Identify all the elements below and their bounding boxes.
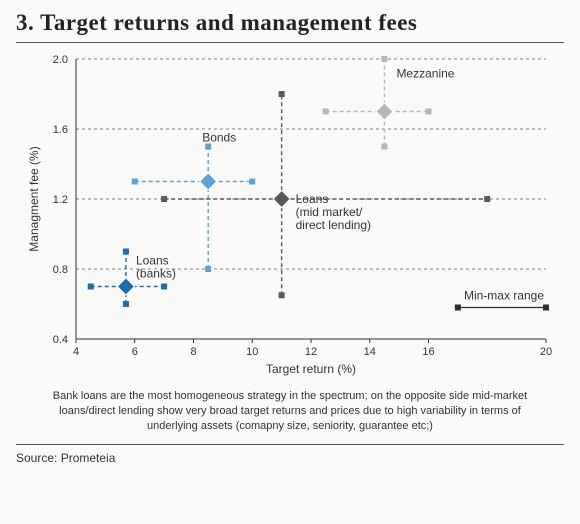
svg-text:16: 16 (422, 346, 434, 358)
svg-text:Loans: Loans (296, 192, 329, 206)
svg-text:(mid market/: (mid market/ (296, 205, 363, 219)
series-bonds: Bonds (132, 131, 256, 273)
svg-text:20: 20 (540, 346, 552, 358)
divider-top (16, 42, 564, 43)
chart-area: 0.4 0.8 1.2 1.6 2.0 4 6 8 10 12 14 16 20 Target retur… (20, 49, 560, 379)
series-loans-banks: Loans(banks) (88, 249, 176, 308)
svg-text:Loans: Loans (136, 254, 169, 268)
svg-text:Target return (%): Target return (%) (266, 362, 356, 376)
svg-text:1.6: 1.6 (53, 124, 68, 136)
svg-text:Min-max range: Min-max range (464, 289, 544, 303)
chart-title: 3. Target returns and management fees (16, 10, 564, 36)
svg-text:6: 6 (132, 346, 138, 358)
svg-text:10: 10 (246, 346, 258, 358)
svg-text:8: 8 (190, 346, 196, 358)
legend-minmax: Min-max range (455, 289, 549, 311)
svg-text:4: 4 (73, 346, 79, 358)
source-line: Source: Prometeia (16, 451, 564, 465)
svg-text:Managment fee (%): Managment fee (%) (27, 146, 41, 251)
chart-svg: 0.4 0.8 1.2 1.6 2.0 4 6 8 10 12 14 16 20 Target retur… (20, 49, 560, 379)
svg-text:Bonds: Bonds (202, 131, 236, 145)
svg-text:14: 14 (364, 346, 376, 358)
svg-text:12: 12 (305, 346, 317, 358)
divider-bottom (16, 444, 564, 445)
svg-text:0.4: 0.4 (53, 334, 68, 346)
series-mezzanine: Mezzanine (323, 56, 455, 150)
svg-text:(banks): (banks) (136, 267, 176, 281)
svg-text:0.8: 0.8 (53, 264, 68, 276)
svg-text:Mezzanine: Mezzanine (396, 67, 454, 81)
chart-caption: Bank loans are the most homogeneous stra… (46, 389, 534, 434)
svg-text:1.2: 1.2 (53, 194, 68, 206)
svg-text:direct lending): direct lending) (296, 218, 371, 232)
svg-text:2.0: 2.0 (53, 54, 68, 66)
